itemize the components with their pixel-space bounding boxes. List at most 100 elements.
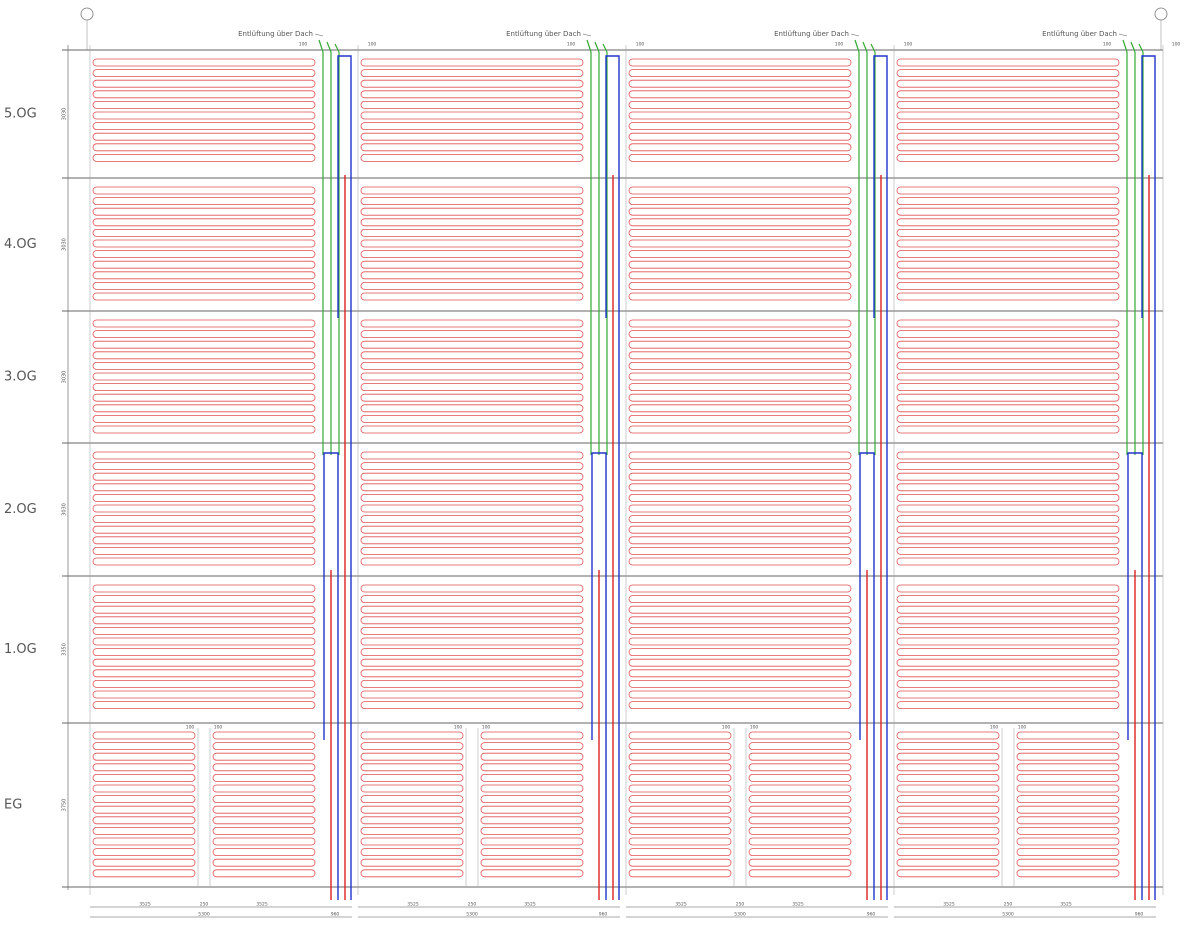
heating-loop [748,848,852,856]
heating-loop [628,250,852,259]
heating-loop [360,319,584,328]
heating-loop [92,557,316,566]
heating-loop [896,383,1120,392]
heating-loop [896,404,1120,413]
heating-loop [748,827,852,835]
heating-loop [628,816,732,825]
vent-label: Entlüftung über Dach [774,30,849,38]
axis-marker [1154,7,1168,21]
heating-loop [360,414,584,423]
supply-pipe [873,55,888,900]
heating-loop [748,869,852,878]
dimension: 100 [990,725,999,731]
vent-pipe [1130,41,1136,53]
heating-loop [628,153,852,162]
heating-loop [896,218,1120,227]
heating-loop [628,669,852,678]
heating-loop [628,122,852,130]
heating-loop [896,69,1120,77]
heating-loop [360,557,584,566]
heating-loop [360,616,584,625]
heating-loop [92,680,316,688]
heating-loop [360,752,464,761]
heating-loop [1016,784,1120,793]
heating-loop [360,340,584,349]
heating-loop [896,774,1000,782]
heating-loop [480,837,584,846]
heating-loop [92,752,196,761]
heating-loop [212,752,316,761]
heating-loop [628,79,852,88]
heating-loop [360,271,584,280]
heating-loop [628,627,852,635]
floor-label: 1.OG [4,642,37,657]
heating-loop [896,372,1120,381]
heating-loop [748,731,852,740]
heating-loop [896,701,1120,709]
heating-loop [896,319,1120,328]
heating-loop [628,858,732,867]
heating-loop [360,153,584,162]
vent-pipe [602,43,608,53]
heating-loop [628,111,852,120]
heating-loop [628,784,732,793]
heating-loop [628,472,852,481]
heating-loop [628,869,732,878]
dimension: 5300 [734,912,746,918]
heating-loop [92,260,316,269]
heating-loop [360,292,584,301]
heating-loop [480,827,584,835]
dimension: 960 [599,912,608,918]
dimension: 5300 [466,912,478,918]
heating-loop [896,858,1000,867]
floor-height: 3030 [62,108,68,121]
heating-loop [360,425,584,434]
heating-loop [748,816,852,825]
heating-loop [628,451,852,460]
heating-loop [92,731,196,740]
heating-loop [92,90,316,99]
heating-loop [92,239,316,248]
heating-loop [628,319,852,328]
supply-pipe [1141,55,1156,900]
vent-label: Entlüftung über Dach [506,30,581,38]
heating-loop [92,143,316,152]
heating-loop [360,260,584,269]
heating-loop [628,595,852,603]
heating-loop [92,451,316,460]
heating-loop [212,827,316,835]
heating-loop [92,361,316,370]
dimension: 3525 [675,902,687,908]
heating-loop [628,393,852,402]
dimension: 3525 [792,902,804,908]
heating-loop [360,658,584,667]
heating-loop [360,547,584,555]
heating-loop [628,731,732,740]
heating-loop [628,658,852,667]
heating-loop [628,281,852,290]
heating-loop [92,525,316,534]
heating-loop [628,186,852,195]
heating-loop [92,627,316,635]
vent-pipe [334,43,340,53]
heating-loop [896,472,1120,481]
dimension: 250 [736,902,745,908]
supply-pipe [1127,452,1143,900]
dimension: 100 [482,725,491,731]
dimension: 100 [750,725,759,731]
dimension: 250 [200,902,209,908]
heating-loop [92,547,316,555]
heating-loop [628,425,852,434]
heating-loop [360,250,584,259]
leader [1118,33,1128,37]
heating-loop [360,858,464,867]
heating-loop [748,837,852,846]
vent-pipe [1122,39,1128,53]
heating-loop [628,584,852,593]
vent-pipe [594,41,600,53]
dimension: 100 [214,725,223,731]
heating-loop [896,690,1120,699]
heating-loop [628,742,732,750]
floor-label: 3.OG [4,370,37,385]
heating-loop [896,101,1120,109]
